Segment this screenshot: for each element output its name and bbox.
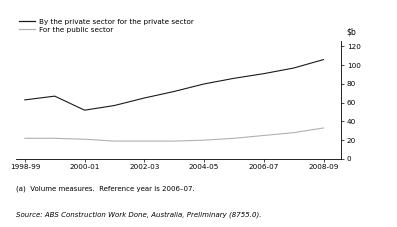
Legend: By the private sector for the private sector, For the public sector: By the private sector for the private se… — [19, 19, 194, 32]
Text: (a)  Volume measures.  Reference year is 2006–07.: (a) Volume measures. Reference year is 2… — [16, 185, 195, 192]
Text: $b: $b — [346, 27, 356, 36]
Text: Source: ABS Construction Work Done, Australia, Preliminary (8755.0).: Source: ABS Construction Work Done, Aust… — [16, 211, 261, 218]
